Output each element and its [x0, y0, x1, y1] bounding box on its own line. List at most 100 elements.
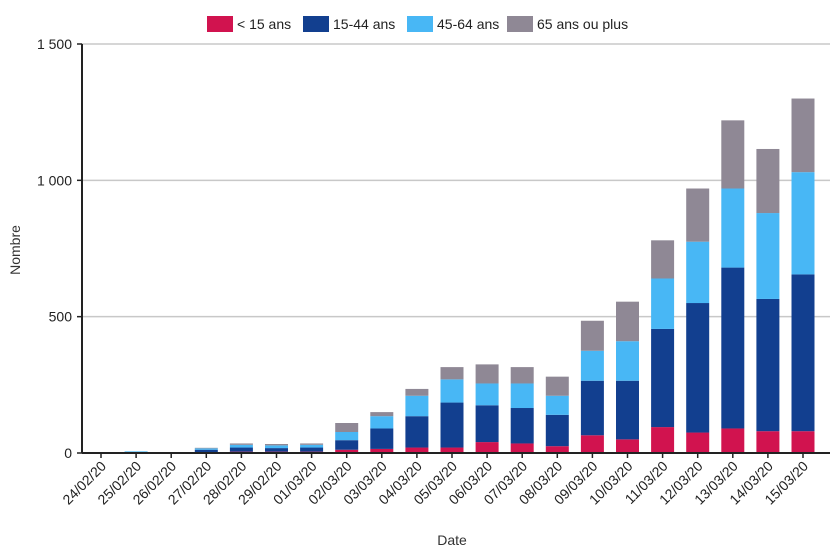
bar-segment [265, 448, 288, 452]
bar-segment [686, 188, 710, 242]
bar-segment [475, 442, 499, 453]
bar-segment [194, 448, 218, 450]
bar-stack [651, 240, 675, 453]
bar-segment [300, 443, 324, 445]
bar-segment [510, 408, 534, 444]
bar-segment [721, 428, 745, 453]
bars [89, 98, 815, 453]
bar-segment [475, 405, 499, 443]
y-tick-label: 1 500 [37, 36, 72, 52]
bar-stack [475, 364, 499, 453]
bar-stack [510, 367, 534, 453]
y-tick-label: 0 [64, 445, 72, 461]
bar-segment [370, 416, 394, 429]
bar-stack [370, 412, 394, 453]
bar-stack [580, 320, 604, 453]
bar-segment [335, 432, 359, 441]
legend-swatch [507, 16, 533, 32]
legend-label: 45-64 ans [437, 16, 499, 32]
bar-segment [475, 383, 499, 406]
bar-stack [721, 120, 745, 453]
y-axis: 0 500 1 000 1 500 [37, 36, 83, 461]
bar-segment [405, 416, 429, 448]
bar-segment [721, 267, 745, 429]
grid-lines [82, 43, 830, 318]
bar-segment [265, 445, 288, 449]
bar-stack [686, 188, 710, 453]
x-axis-title: Date [437, 532, 467, 547]
bar-segment [545, 446, 569, 453]
bar-segment [194, 447, 218, 449]
bar-segment [229, 443, 253, 445]
legend-label: 65 ans ou plus [537, 16, 628, 32]
bar-segment [756, 148, 780, 214]
bar-segment [756, 431, 780, 453]
y-axis-title: Nombre [7, 225, 23, 275]
bar-stack [265, 444, 288, 453]
bar-segment [756, 213, 780, 299]
bar-segment [651, 427, 675, 453]
legend-item: < 15 ans [207, 16, 291, 32]
legend-swatch [407, 16, 433, 32]
bar-segment [510, 383, 534, 409]
bar-stack [616, 301, 639, 453]
bar-stack [791, 98, 815, 453]
bar-segment [370, 412, 394, 417]
bar-segment [405, 388, 429, 396]
bar-stack [335, 423, 359, 453]
bar-segment [405, 447, 429, 453]
bar-segment [545, 414, 569, 447]
bar-segment [791, 431, 815, 453]
bar-segment [616, 301, 639, 342]
bar-segment [440, 379, 464, 403]
bar-segment [300, 447, 324, 452]
bar-segment [580, 435, 604, 453]
bar-segment [580, 380, 604, 436]
legend-swatch [207, 16, 233, 32]
bar-segment [721, 188, 745, 268]
bar-segment [335, 449, 359, 453]
legend-label: < 15 ans [237, 16, 291, 32]
bar-segment [370, 448, 394, 453]
bar-stack [300, 443, 324, 453]
bar-segment [440, 367, 464, 380]
legend-item: 15-44 ans [303, 16, 395, 32]
bar-segment [651, 240, 675, 279]
bar-segment [651, 328, 675, 428]
bar-segment [791, 274, 815, 432]
bar-segment [721, 120, 745, 189]
bar-segment [265, 444, 288, 446]
bar-segment [616, 380, 639, 440]
bar-stack [440, 367, 464, 453]
bar-segment [335, 423, 359, 433]
bar-segment [686, 241, 710, 304]
bar-segment [124, 451, 148, 453]
bar-segment [335, 440, 359, 450]
bar-segment [686, 303, 710, 433]
bar-segment [756, 298, 780, 432]
bar-segment [510, 367, 534, 384]
y-tick-label: 500 [49, 309, 73, 325]
bar-segment [510, 443, 534, 453]
bar-stack [229, 443, 253, 453]
bar-segment [686, 432, 710, 453]
bar-segment [545, 376, 569, 396]
bar-segment [194, 449, 218, 453]
bar-stack [405, 388, 429, 453]
bar-segment [229, 447, 253, 452]
bar-segment [405, 395, 429, 417]
bar-segment [791, 172, 815, 275]
legend-item: 65 ans ou plus [507, 16, 628, 32]
bar-segment [791, 98, 815, 173]
bar-segment [651, 278, 675, 329]
bar-segment [440, 447, 464, 453]
bar-segment [580, 350, 604, 381]
bar-stack [545, 376, 569, 453]
y-tick-label: 1 000 [37, 172, 72, 188]
legend-swatch [303, 16, 329, 32]
x-axis: 24/02/2025/02/2026/02/2027/02/2028/02/20… [59, 452, 830, 508]
bar-segment [475, 364, 499, 384]
bar-segment [580, 320, 604, 351]
bar-segment [545, 395, 569, 415]
